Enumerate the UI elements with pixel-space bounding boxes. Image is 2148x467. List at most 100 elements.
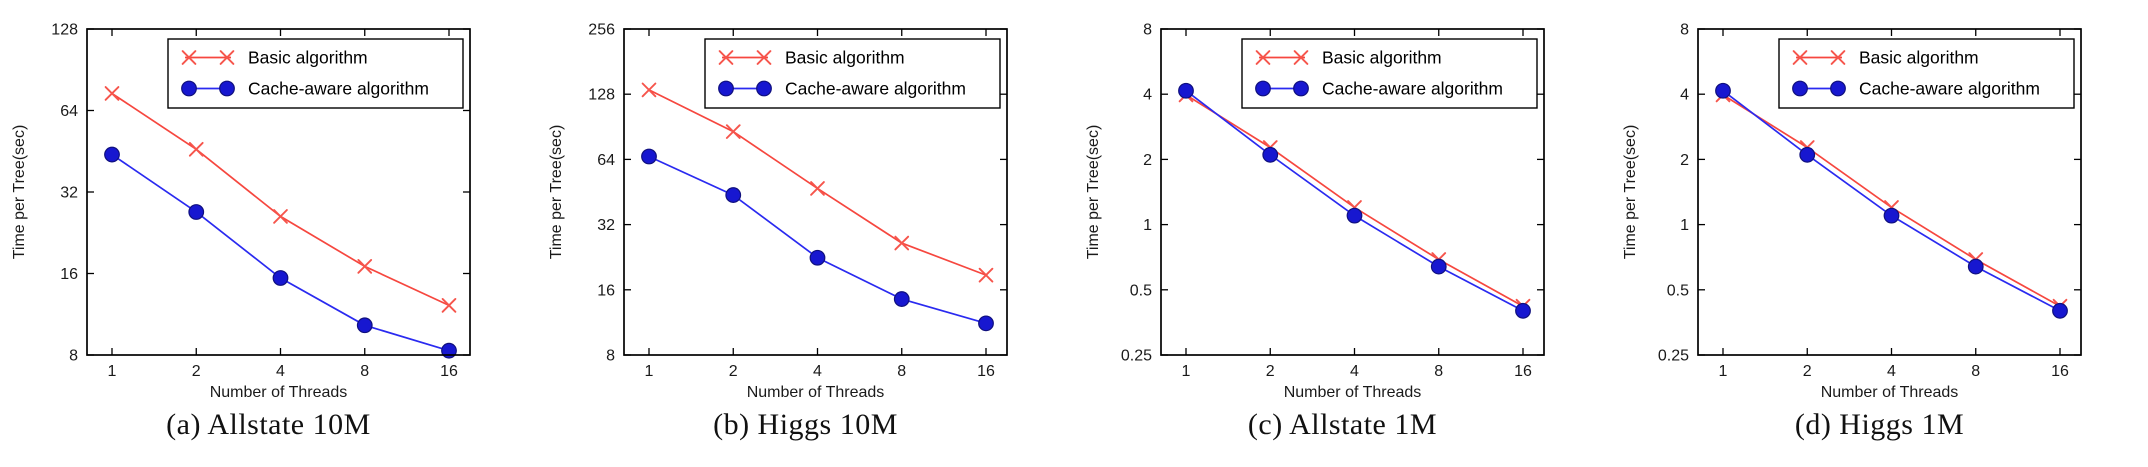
- series-basic-marker: [894, 235, 910, 251]
- series-cache-marker: [641, 148, 657, 165]
- y-axis-label: Time per Tree(sec): [548, 125, 565, 260]
- y-tick-label: 0.5: [1130, 282, 1152, 299]
- x-axis-label: Number of Threads: [747, 384, 885, 401]
- x-tick-label: 8: [360, 363, 369, 380]
- series-basic-line: [1722, 94, 2061, 307]
- chart-caption: (a) Allstate 10M: [166, 408, 371, 441]
- series-cache-marker: [272, 270, 289, 286]
- y-tick-label: 32: [60, 185, 78, 202]
- x-tick-label: 4: [276, 363, 285, 380]
- y-tick-label: 16: [60, 266, 78, 283]
- legend-label: Cache-aware algorithm: [785, 79, 966, 99]
- legend-dot-marker-icon: [1255, 80, 1271, 97]
- y-tick-label: 8: [606, 348, 615, 365]
- x-axis-label: Number of Threads: [1284, 384, 1422, 401]
- series-cache-marker: [1430, 258, 1447, 275]
- y-axis-label: Time per Tree(sec): [11, 125, 28, 260]
- legend-x-marker-icon: [756, 50, 772, 65]
- legend-x-marker-icon: [1293, 50, 1309, 65]
- y-tick-label: 64: [60, 103, 78, 120]
- x-tick-label: 2: [729, 363, 738, 380]
- x-tick-label: 4: [1350, 363, 1359, 380]
- chart-caption: (b) Higgs 10M: [713, 408, 898, 441]
- chart-allstate-10m: 1 2 4 8 16 8 16 32 64 128 Time per Tree(sec) Number…: [11, 22, 471, 401]
- y-tick-label: 1: [1680, 217, 1689, 234]
- series-basic-marker: [188, 141, 204, 157]
- legend-x-marker-icon: [1830, 50, 1846, 65]
- legend-dot-marker-icon: [718, 80, 734, 97]
- chart-caption: (d) Higgs 1M: [1794, 408, 1965, 441]
- series-cache-marker: [1799, 146, 1816, 163]
- chart-allstate-1m: 1 2 4 8 16 0.25 0.5 1 2 4 8 Time per Tree(sec) Numbe…: [1085, 22, 1545, 401]
- x-tick-label: 8: [1434, 363, 1443, 380]
- legend-label: Cache-aware algorithm: [1859, 79, 2040, 99]
- series-basic-marker: [273, 209, 288, 224]
- series-cache-marker: [978, 315, 994, 332]
- x-tick-label: 8: [1971, 363, 1980, 380]
- series-basic-marker: [978, 267, 994, 283]
- series-cache-marker: [1883, 207, 1900, 224]
- y-tick-label: 128: [51, 22, 78, 39]
- legend-box: [1241, 38, 1538, 109]
- legend-dot-marker-icon: [1293, 80, 1309, 97]
- series-basic-marker: [357, 259, 373, 274]
- x-tick-label: 1: [1182, 363, 1191, 380]
- legend-dot-marker-icon: [181, 80, 197, 97]
- x-tick-label: 1: [108, 363, 117, 380]
- legend-dot-marker-icon: [1792, 80, 1808, 97]
- x-tick-label: 16: [1514, 363, 1532, 380]
- series-cache-marker: [188, 204, 205, 220]
- y-tick-label: 0.25: [1658, 348, 1689, 365]
- legend-x-marker-icon: [718, 50, 734, 65]
- y-tick-label: 16: [597, 282, 615, 299]
- plot-border: [1697, 28, 2082, 356]
- chart-higgs-10m: 1 2 4 8 16 8 16 32 64 128 256 Time per Tree(sec) Num…: [548, 22, 1008, 401]
- y-tick-label: 0.25: [1121, 348, 1152, 365]
- x-axis-label: Number of Threads: [1821, 384, 1959, 401]
- series-cache-marker: [104, 146, 120, 163]
- series-basic-marker: [641, 82, 657, 98]
- panel-higgs-10m: 1 2 4 8 16 8 16 32 64 128 256 Time per Tree(sec) Num…: [537, 0, 1074, 467]
- series-cache-line: [111, 153, 450, 352]
- panel-higgs-1m: 1 2 4 8 16 0.25 0.5 1 2 4 8 Time per Tree(sec) Numbe…: [1611, 0, 2148, 467]
- x-axis-label: Number of Threads: [210, 384, 348, 401]
- x-tick-label: 1: [1719, 363, 1728, 380]
- chart-caption: (c) Allstate 1M: [1247, 408, 1438, 441]
- y-axis-label: Time per Tree(sec): [1622, 125, 1639, 260]
- panel-allstate-10m: 1 2 4 8 16 8 16 32 64 128 Time per Tree(sec) Number…: [0, 0, 537, 467]
- y-tick-label: 8: [69, 348, 78, 365]
- legend-dot-marker-icon: [219, 80, 235, 97]
- panel-allstate-1m: 1 2 4 8 16 0.25 0.5 1 2 4 8 Time per Tree(sec) Numbe…: [1074, 0, 1611, 467]
- series-basic-marker: [810, 181, 825, 196]
- series-cache-marker: [356, 317, 373, 334]
- y-axis-label: Time per Tree(sec): [1085, 125, 1102, 260]
- series-cache-marker: [2052, 302, 2068, 319]
- y-tick-label: 8: [1143, 22, 1152, 39]
- chart-higgs-1m: 1 2 4 8 16 0.25 0.5 1 2 4 8 Time per Tree(sec) Numbe…: [1622, 22, 2082, 401]
- series-cache-marker: [1346, 207, 1363, 224]
- legend-label: Basic algorithm: [248, 48, 368, 68]
- series-basic-marker: [441, 298, 457, 313]
- series-cache-marker: [893, 291, 910, 307]
- y-tick-label: 64: [597, 152, 615, 169]
- x-tick-label: 16: [977, 363, 995, 380]
- legend-box: [1778, 38, 2075, 109]
- legend-box: [704, 38, 1001, 109]
- x-tick-label: 2: [192, 363, 201, 380]
- series-basic-marker: [104, 86, 120, 101]
- y-tick-label: 8: [1680, 22, 1689, 39]
- series-cache-marker: [1515, 302, 1531, 319]
- series-cache-marker: [1262, 146, 1279, 163]
- legend-label: Basic algorithm: [785, 48, 905, 68]
- y-tick-label: 2: [1143, 152, 1152, 169]
- series-cache-line: [648, 155, 987, 325]
- series-cache-marker: [809, 249, 826, 266]
- y-tick-label: 2: [1680, 152, 1689, 169]
- legend-label: Basic algorithm: [1322, 48, 1442, 68]
- plot-border: [1160, 28, 1545, 356]
- series-basic-line: [1185, 94, 1524, 307]
- legend-x-marker-icon: [1255, 50, 1271, 65]
- x-tick-label: 4: [1887, 363, 1896, 380]
- series-basic-marker: [725, 124, 741, 139]
